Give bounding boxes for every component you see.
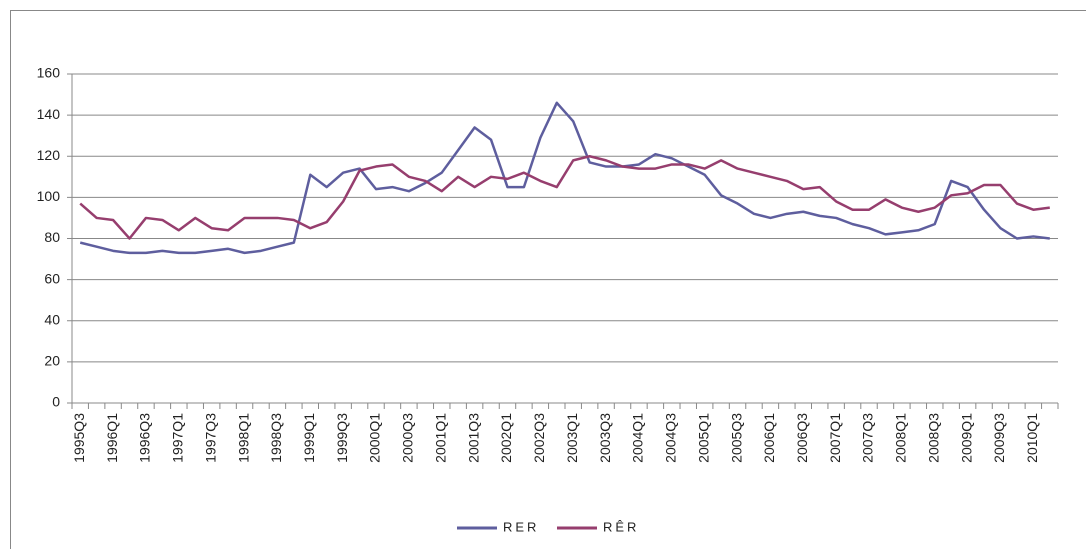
x-tick-label: 1999Q1	[301, 413, 317, 463]
series-line	[79, 101, 1050, 255]
x-tick-label: 2005Q1	[695, 413, 711, 463]
legend: RER RÊR	[457, 519, 639, 534]
x-tick-label: 2000Q3	[400, 413, 416, 463]
y-tick-label: 60	[44, 270, 60, 286]
x-tick-label: 2008Q3	[925, 413, 941, 463]
x-tick-label: 2007Q1	[827, 413, 843, 463]
x-tick-label: 2003Q3	[597, 413, 613, 463]
x-tick-label: 2007Q3	[860, 413, 876, 463]
x-tick-label: 2003Q1	[564, 413, 580, 463]
y-tick-label: 160	[37, 65, 61, 81]
x-tick-label: 2001Q3	[465, 413, 481, 463]
x-tick-label: 1999Q3	[334, 413, 350, 463]
x-tick-label: 1997Q1	[170, 413, 186, 463]
x-tick-label: 2005Q3	[728, 413, 744, 463]
y-tick-label: 120	[37, 147, 61, 163]
x-tick-label: 2006Q1	[761, 413, 777, 463]
legend-label: RÊR	[603, 519, 639, 534]
x-tick-label: 1996Q1	[104, 413, 120, 463]
y-tick-label: 40	[44, 311, 60, 327]
x-tick-label: 2009Q3	[991, 413, 1007, 463]
x-tick-label: 2006Q3	[794, 413, 810, 463]
y-tick-label: 0	[52, 394, 60, 410]
x-tick-label: 2004Q3	[663, 413, 679, 463]
x-tick-label: 2002Q3	[531, 413, 547, 463]
x-tick-label: 1996Q3	[137, 413, 153, 463]
x-tick-label: 1997Q3	[202, 413, 218, 463]
x-tick-label: 2001Q1	[432, 413, 448, 463]
y-tick-label: 20	[44, 353, 60, 369]
x-tick-label: 2002Q1	[498, 413, 514, 463]
x-tick-label: 2009Q1	[958, 413, 974, 463]
x-tick-label: 1998Q3	[268, 413, 284, 463]
x-tick-label: 1998Q1	[235, 413, 251, 463]
y-tick-label: 100	[37, 188, 61, 204]
x-tick-label: 2000Q1	[367, 413, 383, 463]
series-line	[79, 155, 1050, 240]
x-tick-label: 2004Q1	[630, 413, 646, 463]
y-tick-label: 140	[37, 106, 61, 122]
x-tick-label: 1995Q3	[71, 413, 87, 463]
x-tick-label: 2010Q1	[1024, 413, 1040, 463]
x-tick-label: 2008Q1	[893, 413, 909, 463]
legend-label: RER	[503, 519, 539, 534]
y-tick-label: 80	[44, 229, 60, 245]
